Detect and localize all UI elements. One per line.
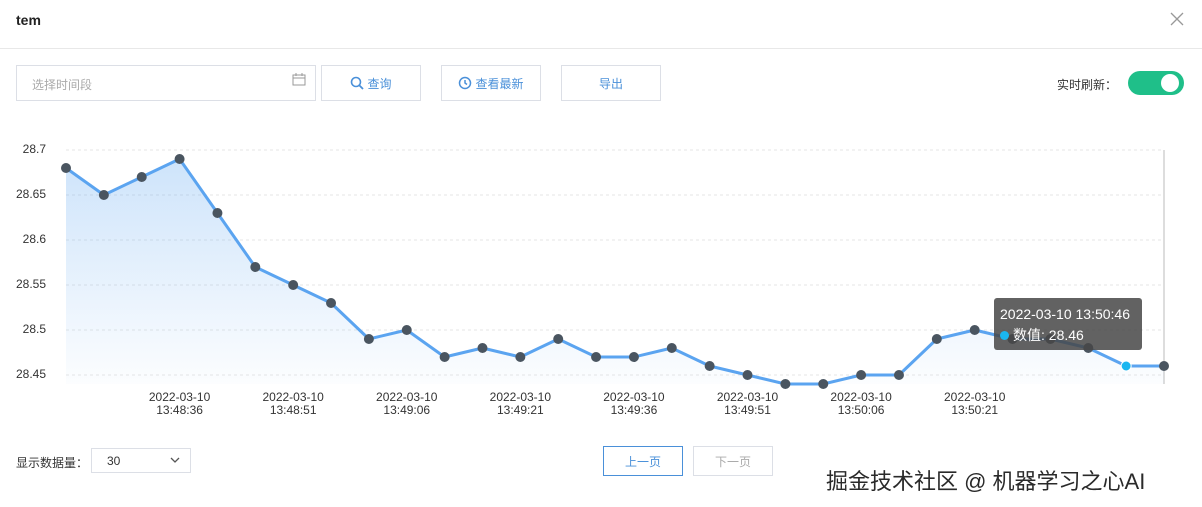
y-tick-label: 28.7 xyxy=(23,142,47,156)
area xyxy=(66,159,1164,384)
line xyxy=(65,157,1164,386)
data-point xyxy=(704,361,715,371)
dialog-title: tem xyxy=(16,12,41,28)
prev-button[interactable]: 上一页 xyxy=(603,446,683,476)
data-point xyxy=(931,334,942,344)
x-tick-label: 2022-03-10 13:48:51 xyxy=(262,390,324,417)
tooltip-marker xyxy=(1000,331,1009,340)
data-point xyxy=(553,334,564,344)
next-button[interactable]: 下一页 xyxy=(693,446,773,476)
chart: 28.45 28.5 28.55 28.6 28.65 28.7 xyxy=(16,142,1169,389)
data-point xyxy=(98,190,109,200)
y-tick-label: 28.6 xyxy=(23,232,47,246)
x-tick-label: 2022-03-10 13:49:06 xyxy=(376,390,438,417)
close-button[interactable] xyxy=(1168,10,1186,28)
data-point xyxy=(780,379,791,389)
x-tick-label: 2022-03-10 13:49:36 xyxy=(603,390,665,417)
count-label: 显示数据量： xyxy=(16,456,89,470)
button-text: 查询 xyxy=(367,76,392,91)
select-value: 30 xyxy=(107,454,121,468)
tooltip-title: 2022-03-10 13:50:46 xyxy=(1000,306,1130,322)
x-tick-label: 2022-03-10 13:50:06 xyxy=(830,390,892,417)
watermark: 掘金技术社区 @ 机器学习之心AI xyxy=(826,469,1146,494)
tooltip-text: 数值: 28.46 xyxy=(1013,327,1084,343)
data-point xyxy=(591,352,602,362)
search-icon xyxy=(351,76,365,90)
data-point xyxy=(742,370,753,380)
data-point xyxy=(136,172,147,182)
data-point xyxy=(212,208,223,218)
data-point xyxy=(326,298,337,308)
data-point xyxy=(818,379,829,389)
x-tick-label: 2022-03-10 13:50:21 xyxy=(943,390,1006,417)
y-tick-label: 28.55 xyxy=(16,277,46,291)
button-text: 上一页 xyxy=(624,454,661,469)
placeholder: 选择时间段 xyxy=(32,78,93,92)
divider xyxy=(0,48,1202,49)
data-point xyxy=(666,343,677,353)
data-point xyxy=(401,325,412,335)
refresh-icon xyxy=(459,76,472,90)
data-point xyxy=(969,325,980,335)
data-point xyxy=(61,163,71,173)
refresh-label: 实时刷新： xyxy=(1057,78,1118,92)
search-button[interactable]: 查询 xyxy=(321,65,421,101)
button-text: 下一页 xyxy=(714,454,751,469)
x-tick-label: 2022-03-10 13:49:51 xyxy=(716,390,779,417)
data-point xyxy=(439,352,450,362)
count-select[interactable]: 30 xyxy=(91,448,191,473)
data-point xyxy=(893,370,904,380)
y-tick-label: 28.65 xyxy=(16,187,46,201)
data-point xyxy=(363,334,374,344)
date-range-input[interactable]: 选择时间段 xyxy=(16,65,316,101)
y-tick-label: 28.45 xyxy=(16,367,46,381)
latest-button[interactable]: 查看最新 xyxy=(441,65,541,101)
dropdown-arrow xyxy=(170,457,180,463)
data-point xyxy=(174,154,185,164)
calendar-icon xyxy=(292,73,306,86)
data-point xyxy=(515,352,526,362)
tooltip: 2022-03-10 13:50:46 数值: 28.46 xyxy=(994,298,1142,350)
button-text: 导出 xyxy=(598,76,623,91)
toggle-knob xyxy=(1161,74,1179,92)
data-point xyxy=(250,262,261,272)
y-tick-label: 28.5 xyxy=(23,322,47,336)
data-point xyxy=(628,352,639,362)
data-point xyxy=(1120,360,1132,372)
data-point xyxy=(1159,361,1169,371)
button-text: 查看最新 xyxy=(475,76,524,91)
x-tick-label: 2022-03-10 13:49:21 xyxy=(489,390,552,417)
x-tick-label: 2022-03-10 13:48:36 xyxy=(148,390,211,417)
data-point xyxy=(477,343,488,353)
data-point xyxy=(288,280,299,290)
export-button[interactable]: 导出 xyxy=(561,65,661,101)
data-point xyxy=(856,370,867,380)
